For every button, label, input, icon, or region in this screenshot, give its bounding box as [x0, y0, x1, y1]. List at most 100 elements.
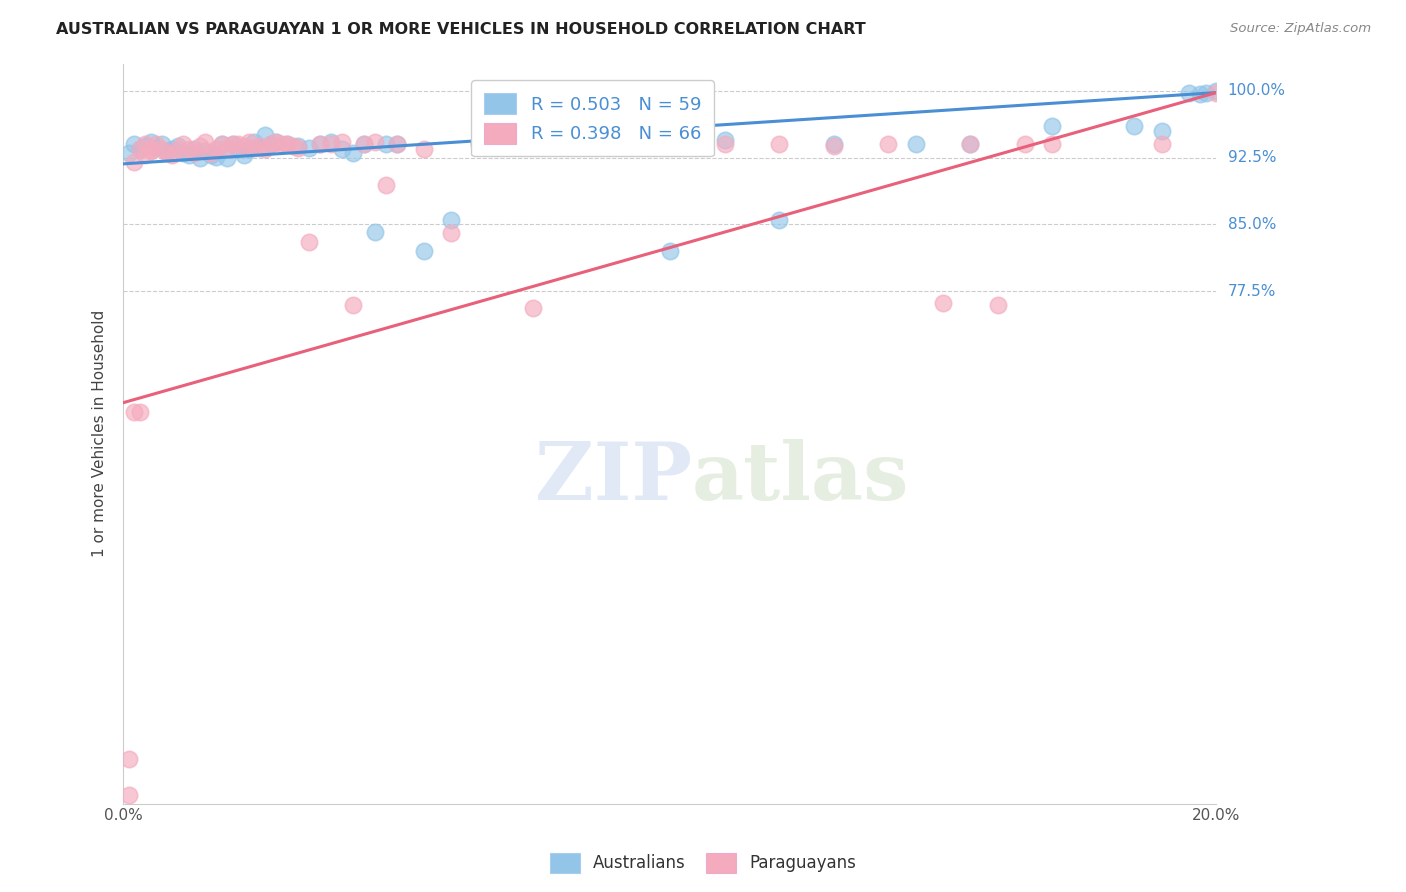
Point [156, 145, 179, 159]
Point [904, 137, 927, 152]
Point [139, 142, 162, 156]
Point [211, 137, 233, 152]
Point [183, 142, 205, 156]
Point [172, 137, 194, 152]
Point [254, 142, 277, 156]
Legend: R = 0.503   N = 59, R = 0.398   N = 66: R = 0.503 N = 59, R = 0.398 N = 66 [471, 80, 714, 156]
Point [200, 146, 222, 161]
Point [287, 141, 309, 155]
Point [200, 148, 222, 162]
Point [260, 137, 283, 152]
Point [128, 404, 150, 418]
Point [226, 142, 249, 156]
Point [605, 137, 627, 152]
Point [1150, 124, 1173, 138]
Point [374, 178, 396, 193]
Point [134, 139, 156, 153]
Point [374, 137, 396, 152]
Point [188, 139, 211, 153]
Point [605, 137, 627, 152]
Point [122, 137, 145, 152]
Point [150, 142, 173, 156]
Point [122, 404, 145, 418]
Point [342, 146, 364, 161]
Point [576, 133, 599, 147]
Point [1178, 86, 1201, 100]
Point [1205, 84, 1227, 98]
Point [167, 139, 190, 153]
Text: 85.0%: 85.0% [1227, 217, 1275, 232]
Point [128, 142, 150, 156]
Text: ZIP: ZIP [534, 439, 692, 517]
Point [150, 137, 173, 152]
Point [243, 136, 266, 150]
Point [319, 136, 342, 150]
Point [232, 139, 254, 153]
Point [139, 136, 162, 150]
Point [122, 155, 145, 169]
Point [959, 137, 981, 152]
Point [932, 296, 955, 310]
Point [385, 137, 408, 152]
Point [413, 142, 436, 156]
Point [118, 146, 141, 161]
Point [183, 146, 205, 161]
Point [145, 141, 167, 155]
Point [177, 148, 200, 162]
Point [188, 151, 211, 165]
Point [987, 298, 1010, 312]
Point [243, 141, 266, 155]
Point [768, 213, 790, 227]
Point [385, 137, 408, 152]
Point [768, 137, 790, 152]
Point [342, 298, 364, 312]
Point [221, 137, 243, 152]
Point [134, 137, 156, 152]
Point [249, 139, 271, 153]
Y-axis label: 1 or more Vehicles in Household: 1 or more Vehicles in Household [93, 310, 107, 558]
Point [1042, 120, 1064, 134]
Point [1014, 137, 1036, 152]
Point [156, 146, 179, 161]
Point [330, 142, 353, 156]
Point [658, 244, 681, 259]
Text: 100.0%: 100.0% [1227, 83, 1285, 98]
Point [1150, 137, 1173, 152]
Point [276, 137, 298, 152]
Point [364, 136, 387, 150]
Point [281, 139, 304, 153]
Point [266, 136, 288, 150]
Point [353, 137, 375, 152]
Point [217, 151, 239, 165]
Point [413, 244, 436, 259]
Text: atlas: atlas [692, 439, 910, 517]
Text: Source: ZipAtlas.com: Source: ZipAtlas.com [1230, 22, 1371, 36]
Point [276, 137, 298, 152]
Point [550, 137, 572, 152]
Point [1123, 120, 1146, 134]
Point [128, 142, 150, 156]
Point [495, 139, 517, 153]
Point [226, 137, 249, 152]
Point [877, 137, 900, 152]
Point [266, 136, 288, 150]
Point [1042, 137, 1064, 152]
Point [211, 137, 233, 152]
Point [1189, 87, 1212, 102]
Point [823, 139, 845, 153]
Point [631, 136, 654, 150]
Point [959, 137, 981, 152]
Point [172, 146, 194, 161]
Text: AUSTRALIAN VS PARAGUAYAN 1 OR MORE VEHICLES IN HOUSEHOLD CORRELATION CHART: AUSTRALIAN VS PARAGUAYAN 1 OR MORE VEHIC… [56, 22, 866, 37]
Point [713, 133, 735, 147]
Point [177, 142, 200, 156]
Point [309, 137, 332, 152]
Point [1205, 86, 1227, 100]
Point [309, 137, 332, 152]
Point [330, 136, 353, 150]
Point [522, 301, 544, 316]
Point [298, 235, 321, 250]
Point [118, 752, 141, 766]
Point [134, 148, 156, 162]
Point [440, 213, 463, 227]
